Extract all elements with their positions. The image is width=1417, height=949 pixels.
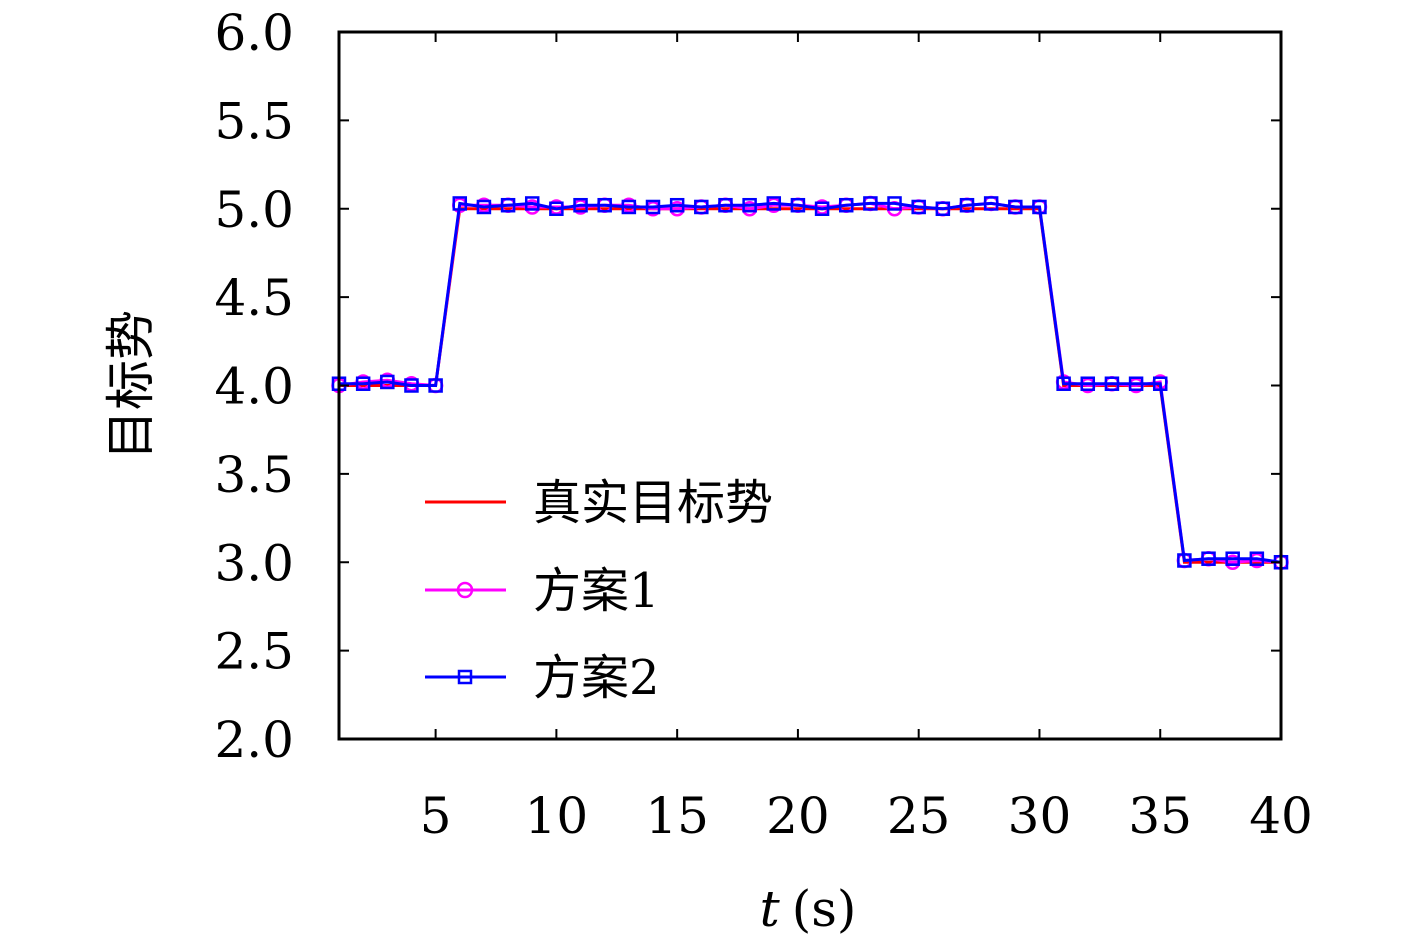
series-3-point xyxy=(1056,376,1071,391)
series-3-point xyxy=(621,199,637,215)
y-tick-label: 5.5 xyxy=(214,92,294,150)
series-3-point xyxy=(452,196,468,211)
legend-label-3: 方案2 xyxy=(533,650,660,706)
series-3-point xyxy=(645,199,661,215)
series-3-point xyxy=(1152,376,1168,391)
series-3-point xyxy=(887,196,902,211)
y-axis-title: 目标势 xyxy=(102,310,160,460)
series-3-point xyxy=(1008,199,1023,215)
y-tick-label: 4.5 xyxy=(214,269,294,327)
y-axis: 2.0 2.5 3.0 3.5 4.0 4.5 5.0 5.5 6.0 xyxy=(214,4,1281,769)
series-3-point xyxy=(1177,553,1192,568)
series-3-point xyxy=(742,197,757,213)
x-tick-label: 40 xyxy=(1249,787,1313,845)
series-3-point xyxy=(428,378,443,393)
series-3-point xyxy=(814,201,830,216)
series-3-point xyxy=(935,201,951,216)
series-3-point xyxy=(380,374,395,390)
series-3-point xyxy=(500,197,516,213)
plot-frame xyxy=(337,30,1283,741)
series-3-point xyxy=(766,196,782,211)
series-3-point xyxy=(1080,376,1096,391)
series-3-point xyxy=(1249,551,1265,566)
series-3-point xyxy=(1032,199,1047,215)
x-tick-label: 15 xyxy=(645,787,709,845)
series-3-point xyxy=(1225,551,1240,566)
series-3-point xyxy=(790,197,806,213)
x-tick-label: 10 xyxy=(525,787,589,845)
y-tick-label: 2.5 xyxy=(214,623,294,681)
series-3-point xyxy=(838,197,854,213)
series-3-point xyxy=(959,197,975,213)
legend-marker-3 xyxy=(457,669,473,685)
series-3-point xyxy=(983,196,999,211)
x-axis: 5 10 15 20 25 30 35 40 xyxy=(420,32,1313,845)
series-3-point xyxy=(863,196,878,211)
series-3-point xyxy=(1201,551,1216,566)
series-3-point xyxy=(718,197,733,213)
legend-label-2: 方案1 xyxy=(533,563,660,619)
legend-marker-2 xyxy=(456,581,474,599)
y-tick-label: 2.0 xyxy=(214,711,294,769)
y-tick-label: 3.5 xyxy=(214,446,294,504)
series-3-point xyxy=(1104,376,1120,391)
x-tick-label: 30 xyxy=(1008,787,1072,845)
series-3-point xyxy=(524,196,540,211)
y-tick-label: 6.0 xyxy=(214,4,294,62)
series-3-point xyxy=(404,378,419,393)
series-3-point xyxy=(694,199,709,215)
y-tick-label: 4.0 xyxy=(214,358,294,416)
x-tick-label: 25 xyxy=(887,787,951,845)
y-tick-label: 3.0 xyxy=(214,534,294,592)
series-3-point xyxy=(1128,376,1144,391)
legend-label-1: 真实目标势 xyxy=(533,475,773,531)
y-tick-label: 5.0 xyxy=(214,181,294,239)
series-3-point xyxy=(597,197,612,213)
x-tick-label: 5 xyxy=(420,787,452,845)
series-3-point xyxy=(911,199,926,215)
series-3-point xyxy=(476,199,492,215)
series-line-3 xyxy=(339,201,1282,564)
series-3-point xyxy=(669,197,685,213)
x-tick-label: 20 xyxy=(766,787,830,845)
series-3-point xyxy=(573,197,588,213)
x-axis-title: t (s) xyxy=(760,880,857,938)
series-3-point xyxy=(355,376,371,391)
plot-area xyxy=(331,195,1289,570)
x-tick-label: 35 xyxy=(1128,787,1192,845)
series-3-point xyxy=(549,201,564,216)
